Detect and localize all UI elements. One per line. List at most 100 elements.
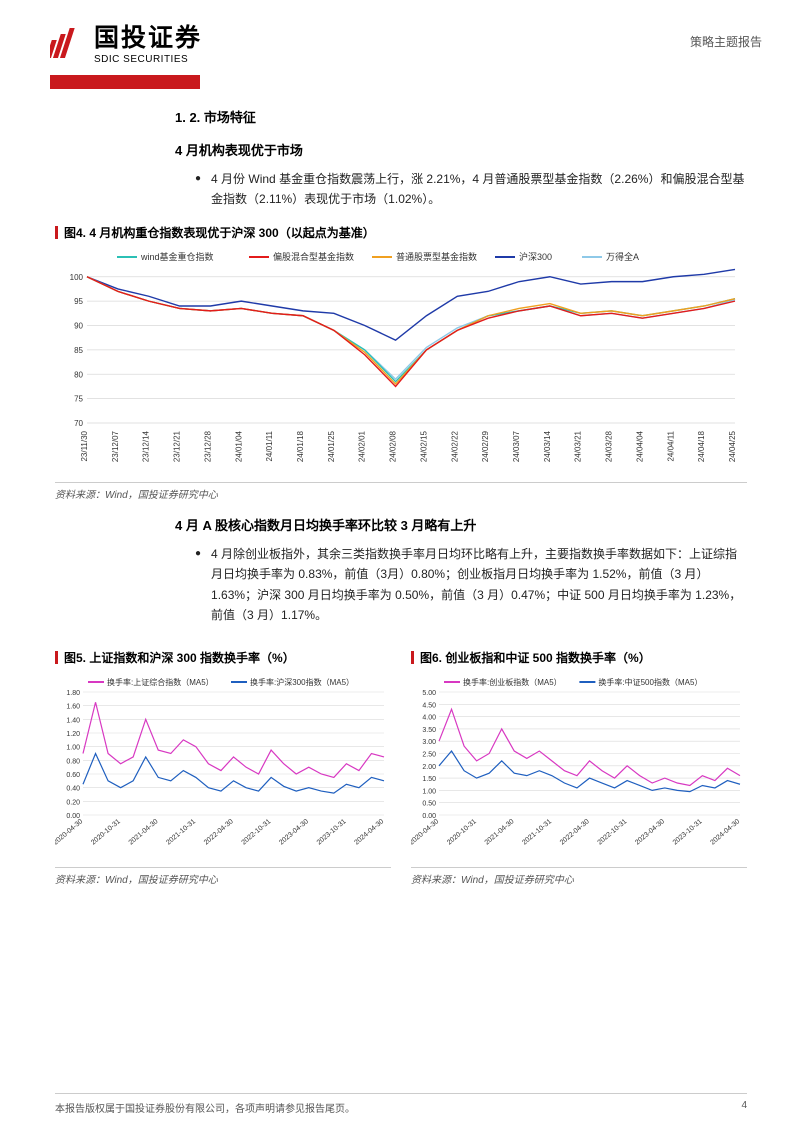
svg-text:70: 70	[74, 419, 83, 428]
svg-text:2022-04-30: 2022-04-30	[559, 818, 591, 846]
figure6-caption-text: 图6. 创业板指和中证 500 指数换手率（%）	[420, 649, 651, 666]
svg-text:24/02/15: 24/02/15	[419, 430, 428, 462]
svg-text:wind基金重仓指数: wind基金重仓指数	[140, 251, 214, 262]
svg-text:3.50: 3.50	[422, 727, 436, 734]
svg-text:换手率:创业板指数（MA5）: 换手率:创业板指数（MA5）	[463, 677, 562, 687]
svg-text:4.50: 4.50	[422, 703, 436, 710]
svg-text:2022-10-31: 2022-10-31	[240, 818, 272, 846]
svg-text:2021-10-31: 2021-10-31	[521, 818, 553, 846]
svg-text:2023-04-30: 2023-04-30	[278, 818, 310, 846]
svg-text:沪深300: 沪深300	[519, 251, 552, 262]
svg-text:95: 95	[74, 297, 83, 306]
bullet-icon: ●	[195, 544, 201, 626]
svg-text:万得全A: 万得全A	[606, 251, 639, 262]
svg-text:0.80: 0.80	[66, 759, 80, 766]
svg-text:24/04/25: 24/04/25	[728, 430, 737, 462]
svg-text:80: 80	[74, 370, 83, 379]
svg-text:75: 75	[74, 394, 83, 403]
company-name-en: SDIC SECURITIES	[94, 54, 202, 65]
subsection-title-2: 4 月 A 股核心指数月日均换手率环比较 3 月略有上升	[175, 515, 747, 534]
svg-text:23/12/28: 23/12/28	[203, 430, 212, 462]
figure5-chart: 0.000.200.400.600.801.001.201.401.601.80…	[55, 670, 391, 865]
svg-text:3.00: 3.00	[422, 740, 436, 747]
svg-text:2.50: 2.50	[422, 752, 436, 759]
svg-text:24/01/11: 24/01/11	[265, 430, 274, 461]
svg-text:1.00: 1.00	[66, 745, 80, 752]
svg-text:2020-10-31: 2020-10-31	[446, 818, 478, 846]
svg-text:24/02/01: 24/02/01	[358, 430, 367, 462]
svg-text:23/12/21: 23/12/21	[173, 430, 182, 462]
footer-text: 本报告版权属于国投证券股份有限公司，各项声明请参见报告尾页。	[55, 1100, 355, 1115]
svg-text:0.60: 0.60	[66, 772, 80, 779]
svg-text:24/01/25: 24/01/25	[327, 430, 336, 462]
svg-text:2021-04-30: 2021-04-30	[128, 818, 160, 846]
bullet-1: ● 4 月份 Wind 基金重仓指数震荡上行，涨 2.21%，4 月普通股票型基…	[195, 169, 747, 210]
figure5-caption: 图5. 上证指数和沪深 300 指数换手率（%）	[55, 649, 391, 666]
svg-text:5.00: 5.00	[422, 690, 436, 697]
svg-text:1.40: 1.40	[66, 718, 80, 725]
page-number: 4	[741, 1100, 747, 1115]
logo-icon	[50, 24, 86, 60]
svg-text:换手率:上证综合指数（MA5）: 换手率:上证综合指数（MA5）	[107, 677, 214, 687]
figure6-caption: 图6. 创业板指和中证 500 指数换手率（%）	[411, 649, 747, 666]
svg-text:100: 100	[70, 273, 84, 282]
svg-text:2023-10-31: 2023-10-31	[316, 818, 348, 846]
svg-text:1.80: 1.80	[66, 690, 80, 697]
figure4-caption-text: 图4. 4 月机构重仓指数表现优于沪深 300（以起点为基准）	[64, 224, 375, 241]
figure4-caption: 图4. 4 月机构重仓指数表现优于沪深 300（以起点为基准）	[55, 224, 747, 241]
svg-text:85: 85	[74, 346, 83, 355]
figure4-chart: 70758085909510023/11/3023/12/0723/12/142…	[55, 245, 747, 480]
bullet-icon: ●	[195, 169, 201, 210]
svg-text:2022-10-31: 2022-10-31	[596, 818, 628, 846]
svg-text:24/03/14: 24/03/14	[543, 430, 552, 462]
svg-text:0.20: 0.20	[66, 800, 80, 807]
svg-text:24/04/04: 24/04/04	[635, 430, 644, 462]
bullet-text: 4 月除创业板指外，其余三类指数换手率月日均环比略有上升，主要指数换手率数据如下…	[211, 544, 747, 626]
company-name-cn: 国投证券	[94, 18, 202, 54]
svg-text:1.20: 1.20	[66, 731, 80, 738]
svg-text:1.00: 1.00	[422, 789, 436, 796]
svg-text:24/01/04: 24/01/04	[234, 430, 243, 462]
svg-text:24/03/21: 24/03/21	[574, 430, 583, 462]
page-footer: 本报告版权属于国投证券股份有限公司，各项声明请参见报告尾页。 4	[55, 1093, 747, 1115]
figure5-caption-text: 图5. 上证指数和沪深 300 指数换手率（%）	[64, 649, 295, 666]
svg-text:24/02/29: 24/02/29	[481, 430, 490, 462]
svg-text:2020-04-30: 2020-04-30	[55, 818, 84, 846]
svg-text:2023-04-30: 2023-04-30	[634, 818, 666, 846]
svg-text:偏股混合型基金指数: 偏股混合型基金指数	[273, 251, 354, 262]
section-heading: 1. 2. 市场特征	[175, 107, 747, 126]
svg-text:1.60: 1.60	[66, 704, 80, 711]
page-header: 国投证券 SDIC SECURITIES 策略主题报告	[0, 0, 802, 75]
caption-accent-icon	[55, 651, 58, 664]
svg-text:23/11/30: 23/11/30	[80, 430, 89, 461]
svg-text:2021-10-31: 2021-10-31	[165, 818, 197, 846]
svg-text:2023-10-31: 2023-10-31	[672, 818, 704, 846]
caption-accent-icon	[55, 226, 58, 239]
svg-text:2021-04-30: 2021-04-30	[484, 818, 516, 846]
svg-text:24/02/22: 24/02/22	[450, 430, 459, 462]
svg-text:24/04/18: 24/04/18	[697, 430, 706, 462]
svg-text:换手率:中证500指数（MA5）: 换手率:中证500指数（MA5）	[598, 677, 702, 687]
svg-text:0.40: 0.40	[66, 786, 80, 793]
figure6-source: 资料来源：Wind，国投证券研究中心	[411, 867, 747, 886]
header-accent-bar	[50, 75, 200, 89]
svg-text:换手率:沪深300指数（MA5）: 换手率:沪深300指数（MA5）	[250, 677, 354, 687]
caption-accent-icon	[411, 651, 414, 664]
svg-text:2024-04-30: 2024-04-30	[709, 818, 741, 846]
svg-text:2022-04-30: 2022-04-30	[203, 818, 235, 846]
svg-text:23/12/14: 23/12/14	[142, 430, 151, 462]
svg-text:24/02/08: 24/02/08	[389, 430, 398, 462]
figure4-source: 资料来源：Wind，国投证券研究中心	[55, 482, 747, 501]
svg-text:2024-04-30: 2024-04-30	[353, 818, 385, 846]
svg-text:24/04/11: 24/04/11	[666, 430, 675, 461]
report-type: 策略主题报告	[690, 33, 762, 50]
figure5-source: 资料来源：Wind，国投证券研究中心	[55, 867, 391, 886]
svg-text:4.00: 4.00	[422, 715, 436, 722]
svg-text:23/12/07: 23/12/07	[111, 430, 120, 462]
company-logo: 国投证券 SDIC SECURITIES	[50, 18, 202, 65]
svg-text:24/03/07: 24/03/07	[512, 430, 521, 462]
svg-text:24/03/28: 24/03/28	[605, 430, 614, 462]
subsection-title: 4 月机构表现优于市场	[175, 140, 747, 159]
figure6-chart: 0.000.501.001.502.002.503.003.504.004.50…	[411, 670, 747, 865]
svg-text:2020-04-30: 2020-04-30	[411, 818, 440, 846]
